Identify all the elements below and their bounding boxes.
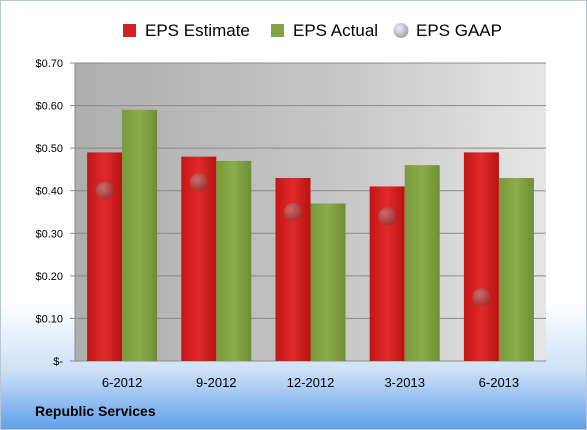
x-tick-label: 9-2012 bbox=[196, 375, 236, 390]
y-tick-label: $0.60 bbox=[35, 101, 63, 113]
legend-swatch-eps-gaap bbox=[393, 23, 409, 38]
legend-label: EPS GAAP bbox=[416, 21, 502, 40]
point-eps-gaap bbox=[284, 203, 302, 221]
bar-eps-actual bbox=[122, 109, 158, 361]
bar-eps-estimate bbox=[463, 152, 499, 361]
legend-swatch-eps-actual bbox=[271, 24, 284, 37]
y-tick-label: $0.70 bbox=[35, 58, 63, 70]
bar-eps-actual bbox=[216, 160, 252, 361]
point-eps-gaap bbox=[378, 207, 397, 226]
company-name: Republic Services bbox=[35, 403, 156, 419]
legend-swatch-eps-estimate bbox=[123, 24, 136, 37]
x-tick-label: 12-2012 bbox=[287, 375, 335, 390]
x-tick-label: 6-2013 bbox=[479, 375, 519, 390]
point-eps-gaap bbox=[189, 173, 208, 192]
y-tick-label: $- bbox=[53, 356, 63, 368]
legend-label: EPS Actual bbox=[293, 21, 378, 40]
bar-eps-actual bbox=[310, 203, 346, 361]
x-tick-label: 6-2012 bbox=[102, 375, 142, 390]
point-eps-gaap bbox=[472, 288, 491, 307]
x-tick-label: 3-2013 bbox=[384, 375, 424, 390]
bar-eps-actual bbox=[498, 177, 534, 361]
y-tick-label: $0.40 bbox=[35, 186, 63, 198]
y-tick-label: $0.30 bbox=[35, 228, 63, 240]
point-eps-gaap bbox=[95, 181, 114, 200]
bar-eps-actual bbox=[404, 165, 440, 361]
legend-label: EPS Estimate bbox=[145, 21, 250, 40]
y-tick-label: $0.20 bbox=[35, 271, 63, 283]
y-tick-label: $0.10 bbox=[35, 313, 63, 325]
y-tick-label: $0.50 bbox=[35, 143, 63, 155]
